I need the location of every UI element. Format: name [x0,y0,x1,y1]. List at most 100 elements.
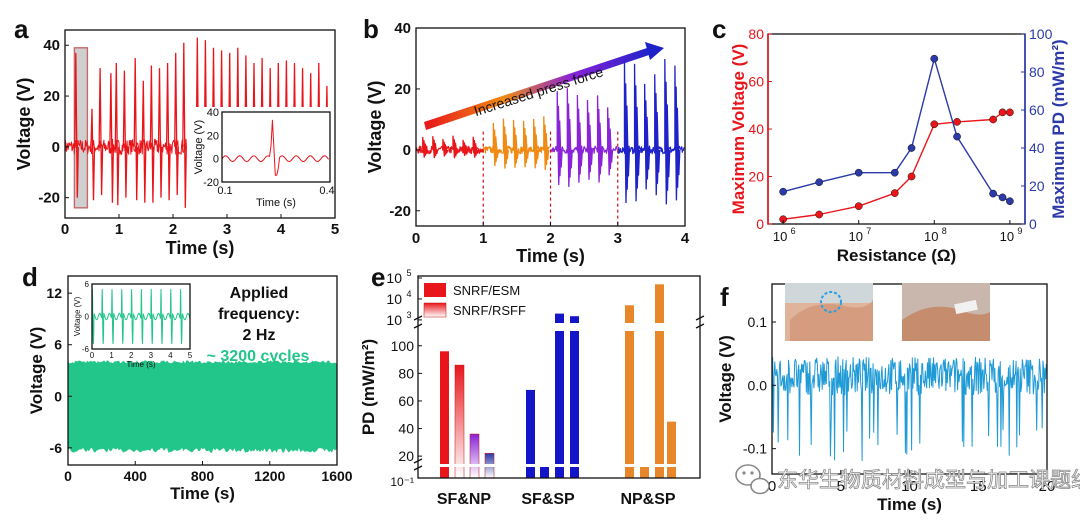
axis-break-lower [419,464,699,467]
x-axis-label: Resistance (Ω) [837,246,956,265]
data-spike [626,105,631,177]
y-tick-label: 80 [398,365,414,381]
cycles-label: ~ 3200 cycles [207,348,310,365]
inset-x-tick-label: 3 [149,351,154,360]
x-tick-label: 3 [614,230,622,247]
data-point [953,118,961,126]
y-tick-label: 60 [398,393,414,409]
x-tick-label: 15 [970,478,987,495]
legend-swatch-esm [424,283,446,297]
x-axis-label: Time (s) [166,238,235,258]
data-point [907,144,916,152]
data-spike [676,107,681,176]
y-tick-label: 20 [43,88,60,105]
x-tick-label: 1 [479,230,487,247]
plot-frame [64,29,336,219]
x-tick-label: 1200 [254,468,285,484]
y-tick-label-left: 80 [748,26,764,42]
data-spike [109,73,115,203]
inset-x-tick-label: 2 [129,351,134,360]
inset-frame [221,111,331,183]
y-tick-label: -6 [50,440,63,456]
inset-x-tick-label: 1 [109,351,114,360]
y-axis-label: PD (mW/m²) [359,339,378,435]
data-bar [667,421,676,478]
panel-label-f: f [720,282,729,312]
panel-label-e: e [371,262,386,292]
photo-1-bg [785,283,873,303]
legend-swatch-rsff [423,302,447,318]
data-spike [157,68,163,198]
data-spike [114,63,120,206]
watermark: 东华生物质材料成型与加工课题组 [735,464,1080,495]
x-tick-label: 10 [1000,229,1014,244]
data-spike [464,144,469,156]
y-axis-label-right: Maximum PD (mW/m²) [1049,39,1068,218]
data-spike [454,142,459,155]
x-tick-label: 2 [169,221,177,238]
x-tick-label: 0 [412,230,420,247]
y-tick-label: 40 [398,421,414,437]
inset-y-tick-label: -6 [82,345,90,354]
data-spike [666,104,671,178]
data-spike [646,116,651,170]
y-axis-label: Voltage (V) [716,335,735,423]
break-mark [413,458,423,464]
photo-2-sensor [954,299,978,315]
x-tick-label: 400 [124,468,148,484]
y-tick-label: 40 [43,37,60,54]
x-tick-label: 3 [223,221,231,238]
wechat-icon [735,464,770,495]
y-tick-label-right: 20 [1029,178,1045,194]
y-tick-label-left: 20 [748,169,764,185]
x-axis-label: Time (s) [877,495,942,514]
x-tick-label: 1600 [321,468,352,484]
x-tick-label: 20 [1039,478,1056,495]
data-point [890,168,899,177]
x-tick-label: 0 [768,478,776,495]
x-axis-label: Time (s) [516,246,585,266]
data-spike [545,133,550,160]
x-tick-label: 2 [546,230,554,247]
arrow-head [645,42,664,60]
data-point [930,54,939,63]
series-line-0 [783,111,1010,220]
data-bar [469,433,480,479]
inset-x-label: Time (s) [126,360,155,369]
inset-y-label: Voltage (V) [73,296,82,336]
y-tick-label: 100 [391,338,415,354]
data-spike [149,65,155,203]
y-tick-label: 0 [403,142,411,159]
inset-y-tick-label: -20 [203,177,219,189]
inset-frame [91,283,191,350]
data-bar [555,313,564,478]
y-tick-label: 0.0 [748,377,768,393]
panel-label-c: c [712,14,727,44]
y-tick-sup: 3 [406,310,411,320]
data-spike [122,70,128,198]
data-spike [98,68,104,196]
data-spike [90,108,96,201]
data-spike [636,106,641,176]
panel-label-a: a [14,14,29,44]
y-tick-label: -20 [389,203,411,220]
data-point [1006,197,1014,206]
frequency-text: Applied [230,285,289,302]
x-tick-label: 10 [924,229,938,244]
y-tick-label: 10 [386,312,402,328]
data-point [998,108,1007,117]
data-spike [174,52,179,196]
x-tick-label: 4 [277,221,286,238]
plot-frame [417,275,701,479]
data-point [779,187,787,196]
break-mark [695,315,705,321]
y-tick-label-bottom: 10⁻¹ [390,475,414,489]
inset-y-tick-label: 0 [85,313,90,322]
segment-baseline [617,145,685,155]
inset-y-tick-label: 20 [207,130,219,142]
break-mark [695,323,705,329]
